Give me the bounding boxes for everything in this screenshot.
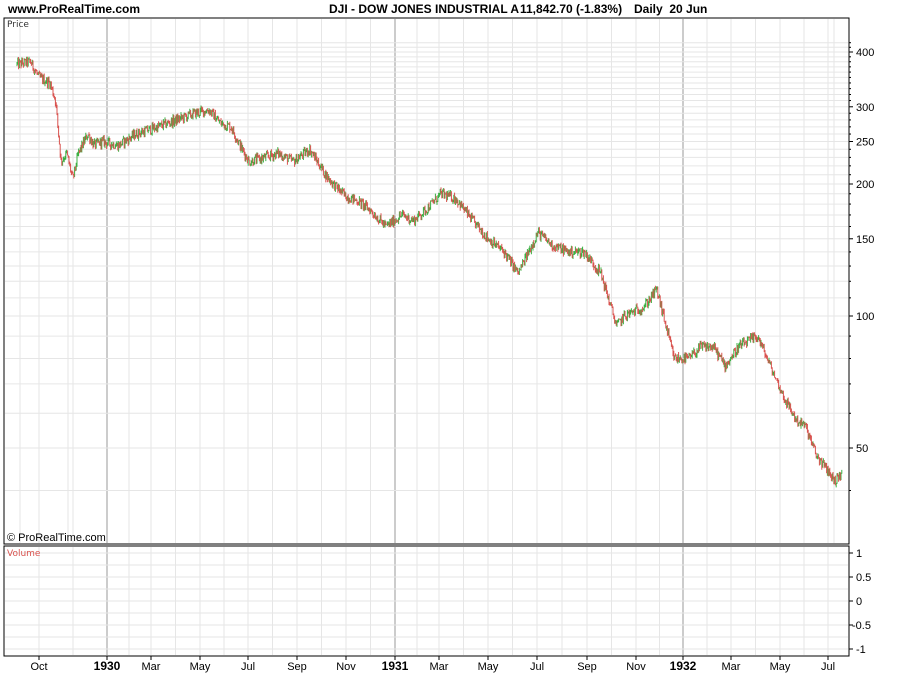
volume-panel-label: Volume [7, 549, 41, 559]
x-tick-label: Jul [530, 661, 544, 673]
volume-tick: -0.5 [852, 620, 871, 632]
price-series [16, 56, 843, 488]
y-tick-label: 100 [856, 311, 874, 323]
volume-tick: 1 [856, 548, 862, 560]
site-url[interactable]: www.ProRealTime.com [8, 2, 141, 16]
chart-header: www.ProRealTime.com DJI - DOW JONES INDU… [0, 0, 900, 18]
time-x-axis: Oct 1930 Mar May Jul Sep Nov 1931 Mar May Jul Sep No… [30, 656, 835, 673]
x-tick-label: Mar [430, 661, 449, 673]
volume-tick: 0 [856, 596, 862, 608]
copyright-text: © ProRealTime.com [7, 532, 106, 544]
x-tick-label: Oct [30, 661, 47, 673]
y-tick-label: 200 [856, 179, 874, 191]
x-tick-label: Nov [336, 661, 356, 673]
last-price: 11,842.70 (-1.83%) [520, 2, 623, 16]
price-up-bars [16, 56, 843, 488]
volume-tick: 0.5 [856, 572, 871, 584]
x-tick-label: Sep [577, 661, 597, 673]
x-tick-label: 1930 [94, 659, 121, 673]
y-tick-label: 400 [856, 47, 874, 59]
volume-y-axis: 1 0.5 0 -0.5 -1 [849, 548, 871, 656]
y-tick-label: 50 [856, 443, 868, 455]
x-tick-label: May [478, 661, 499, 673]
price-panel-label: Price [7, 20, 29, 30]
y-tick-label: 250 [856, 137, 874, 149]
x-tick-label: May [190, 661, 211, 673]
x-tick-label: Jul [241, 661, 255, 673]
volume-tick: -1 [856, 644, 866, 656]
period-label: Daily 20 Jun [634, 2, 708, 16]
y-tick-label: 150 [856, 234, 874, 246]
x-tick-label: May [770, 661, 791, 673]
price-y-axis: 50 100 150 200 250 300 400 [849, 42, 874, 491]
x-tick-label: 1931 [382, 659, 409, 673]
x-tick-label: Sep [287, 661, 307, 673]
volume-grid [5, 547, 848, 655]
price-down-bars [18, 56, 841, 486]
x-tick-label: Mar [142, 661, 161, 673]
x-tick-label: Mar [722, 661, 741, 673]
price-grid [5, 19, 848, 543]
x-tick-label: Jul [821, 661, 835, 673]
x-tick-label: Nov [626, 661, 646, 673]
symbol-title: DJI - DOW JONES INDUSTRIAL A [329, 2, 520, 16]
y-tick-label: 300 [856, 102, 874, 114]
x-tick-label: 1932 [670, 659, 697, 673]
